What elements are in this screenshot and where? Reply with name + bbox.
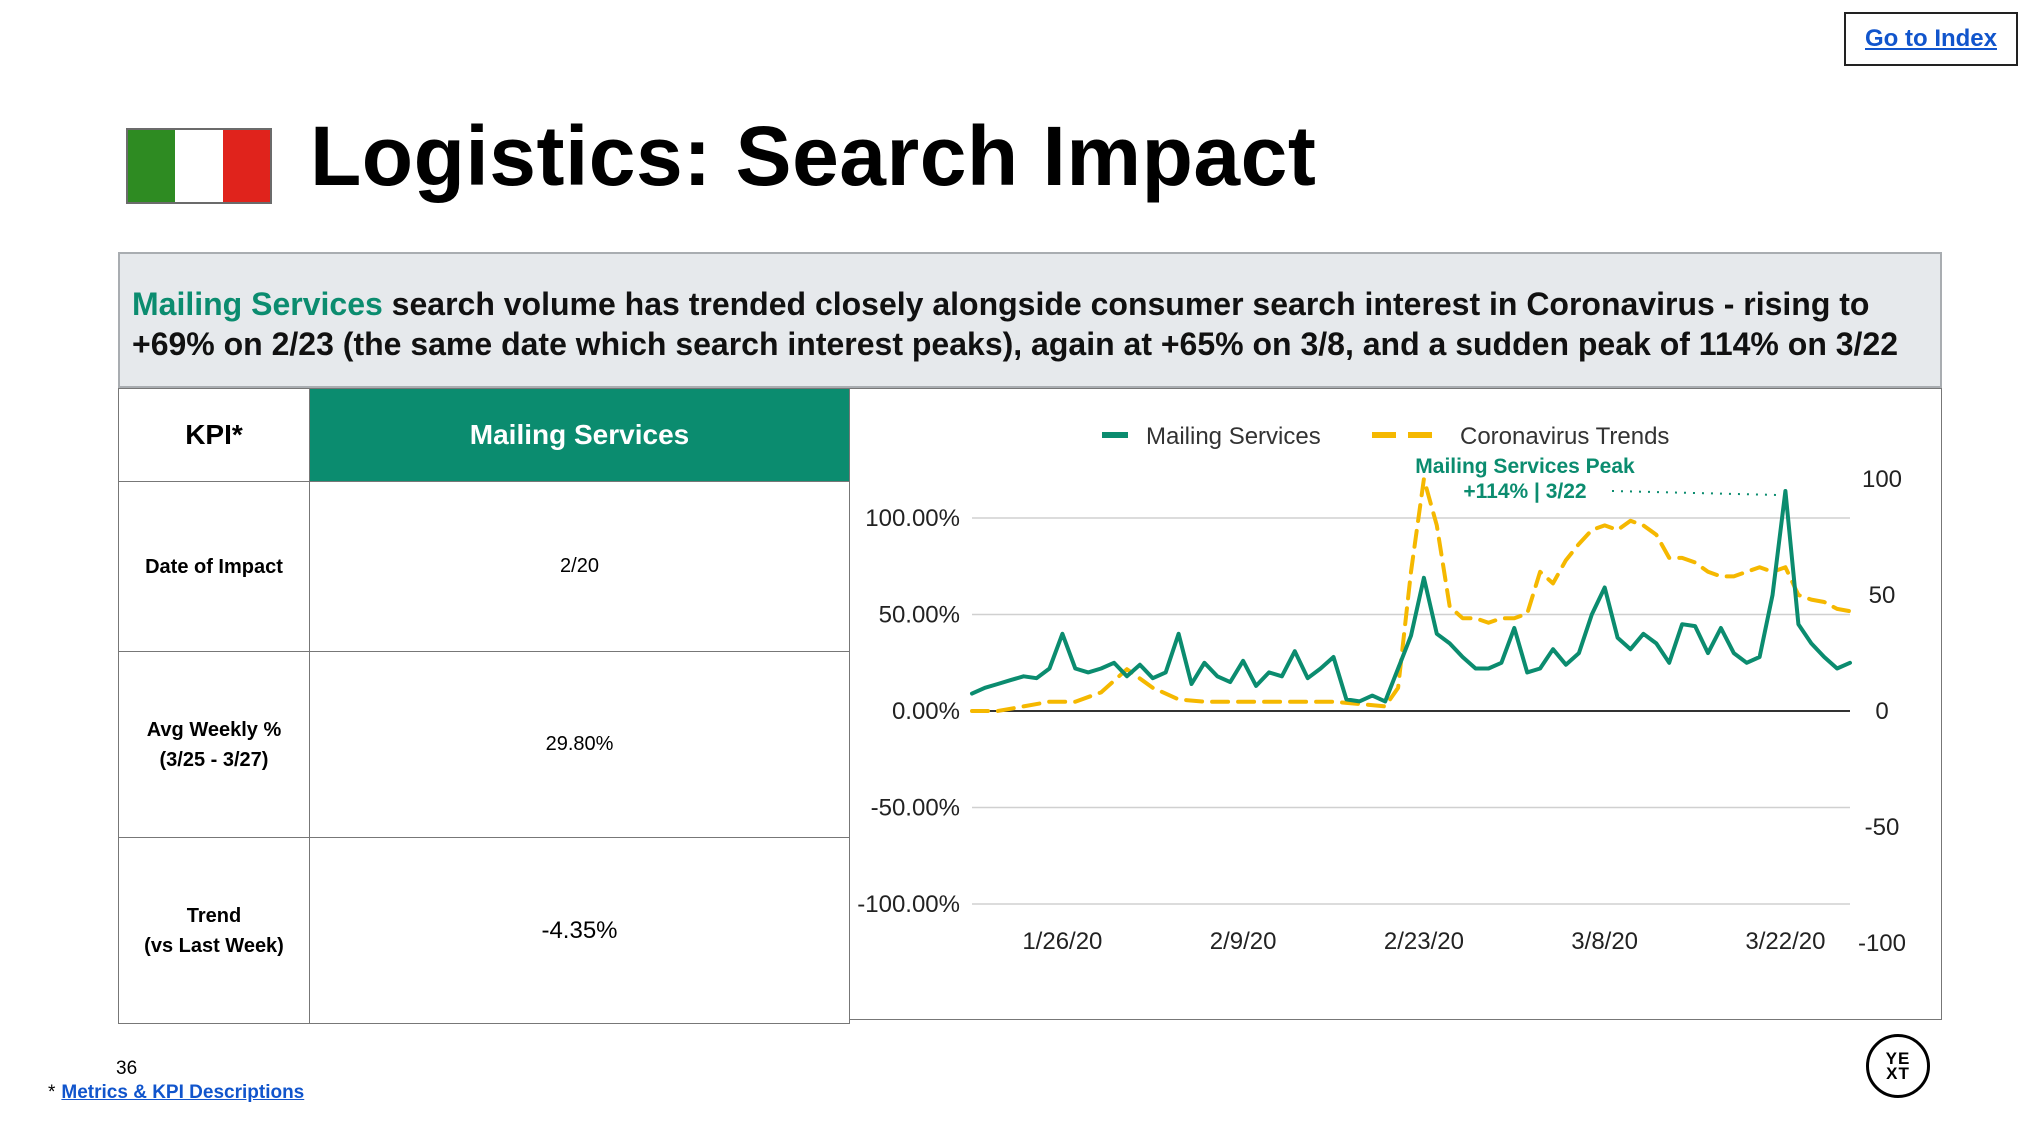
kpi-row-label-line1: Avg Weekly % [146, 718, 282, 741]
annotation-title: Mailing Services Peak [1415, 455, 1635, 478]
x-tick-label: 2/23/20 [1384, 928, 1464, 955]
summary-banner: Mailing Services search volume has trend… [118, 252, 1942, 388]
logo-text-top: YE [1885, 1049, 1911, 1068]
kpi-header-cell: KPI* [118, 388, 310, 482]
kpi-row-label: Trend (vs Last Week) [118, 837, 310, 1024]
mailing-services-header-cell: Mailing Services [309, 388, 850, 482]
y-right-tick-label: 0 [1875, 698, 1888, 725]
kpi-row-value: 29.80% [309, 651, 850, 838]
x-tick-label: 3/8/20 [1571, 928, 1638, 955]
flag-stripe-white [175, 130, 223, 202]
italy-flag [126, 128, 272, 204]
summary-text: search volume has trended closely alongs… [132, 286, 1899, 362]
series-layer [970, 477, 1852, 713]
series-line-mailing-services [970, 489, 1852, 704]
y-right-tick-label: 50 [1869, 582, 1896, 609]
table-row: Date of Impact 2/20 [118, 481, 850, 652]
y-left-tick-label: -100.00% [857, 891, 960, 918]
x-tick-label: 1/26/20 [1022, 928, 1102, 955]
table-row: Avg Weekly % (3/25 - 3/27) 29.80% [118, 651, 850, 838]
trend-chart-panel: Mailing Services Coronavirus Trends 100.… [850, 388, 1942, 1020]
kpi-table: KPI* Mailing Services Date of Impact 2/2… [118, 388, 850, 1024]
y-left-tick-label: 100.00% [865, 505, 960, 532]
kpi-row-label-line1: Date of Impact [145, 555, 283, 578]
legend-label-coronavirus-trends: Coronavirus Trends [1460, 423, 1669, 450]
annotation-leader [1611, 490, 1778, 496]
kpi-row-label-line2: (3/25 - 3/27) [159, 748, 269, 771]
page-title: Logistics: Search Impact [310, 109, 1317, 203]
kpi-row-label-line2: (vs Last Week) [144, 934, 284, 957]
y-left-tick-label: -50.00% [871, 795, 960, 822]
kpi-row-value: 2/20 [309, 481, 850, 652]
legend-label-mailing-services: Mailing Services [1146, 423, 1321, 450]
kpi-row-value: -4.35% [309, 837, 850, 1024]
kpi-table-header-row: KPI* Mailing Services [118, 388, 850, 482]
kpi-descriptions-footnote: * Metrics & KPI Descriptions [48, 1082, 304, 1104]
footnote-asterisk: * [48, 1082, 56, 1103]
y-left-tick-label: 50.00% [879, 602, 960, 629]
y-left-tick-label: 0.00% [892, 698, 960, 725]
grid-layer: 100.00% 50.00% 0.00% -50.00% -100.00% 100 50 0 -… [857, 466, 1906, 957]
series-line-coronavirus-trends [970, 477, 1852, 713]
annotation-layer: Mailing Services Peak+114% | 3/22 [1415, 455, 1778, 503]
summary-highlight: Mailing Services [132, 286, 383, 322]
kpi-row-label-line1: Trend [186, 904, 242, 927]
page-number: 36 [116, 1058, 138, 1079]
x-tick-label: 2/9/20 [1210, 928, 1277, 955]
kpi-row-label: Date of Impact [118, 481, 310, 652]
go-to-index-label: Go to Index [1865, 25, 1997, 52]
annotation-value: +114% | 3/22 [1463, 480, 1586, 503]
trend-chart: Mailing Services Coronavirus Trends 100.… [857, 423, 1906, 957]
table-row: Trend (vs Last Week) -4.35% [118, 837, 850, 1024]
kpi-descriptions-link[interactable]: Metrics & KPI Descriptions [61, 1082, 305, 1103]
y-right-tick-label: -50 [1865, 814, 1900, 841]
y-right-tick-label: 100 [1862, 466, 1902, 493]
go-to-index-link[interactable]: Go to Index [1844, 12, 2018, 66]
flag-stripe-green [128, 130, 176, 202]
logo-text-bottom: XT [1886, 1064, 1910, 1083]
x-tick-label: 3/22/20 [1745, 928, 1825, 955]
flag-stripe-red [222, 130, 270, 202]
kpi-row-label: Avg Weekly % (3/25 - 3/27) [118, 651, 310, 838]
yext-logo: YE XT [1866, 1034, 1930, 1098]
y-right-tick-label: -100 [1858, 930, 1906, 957]
